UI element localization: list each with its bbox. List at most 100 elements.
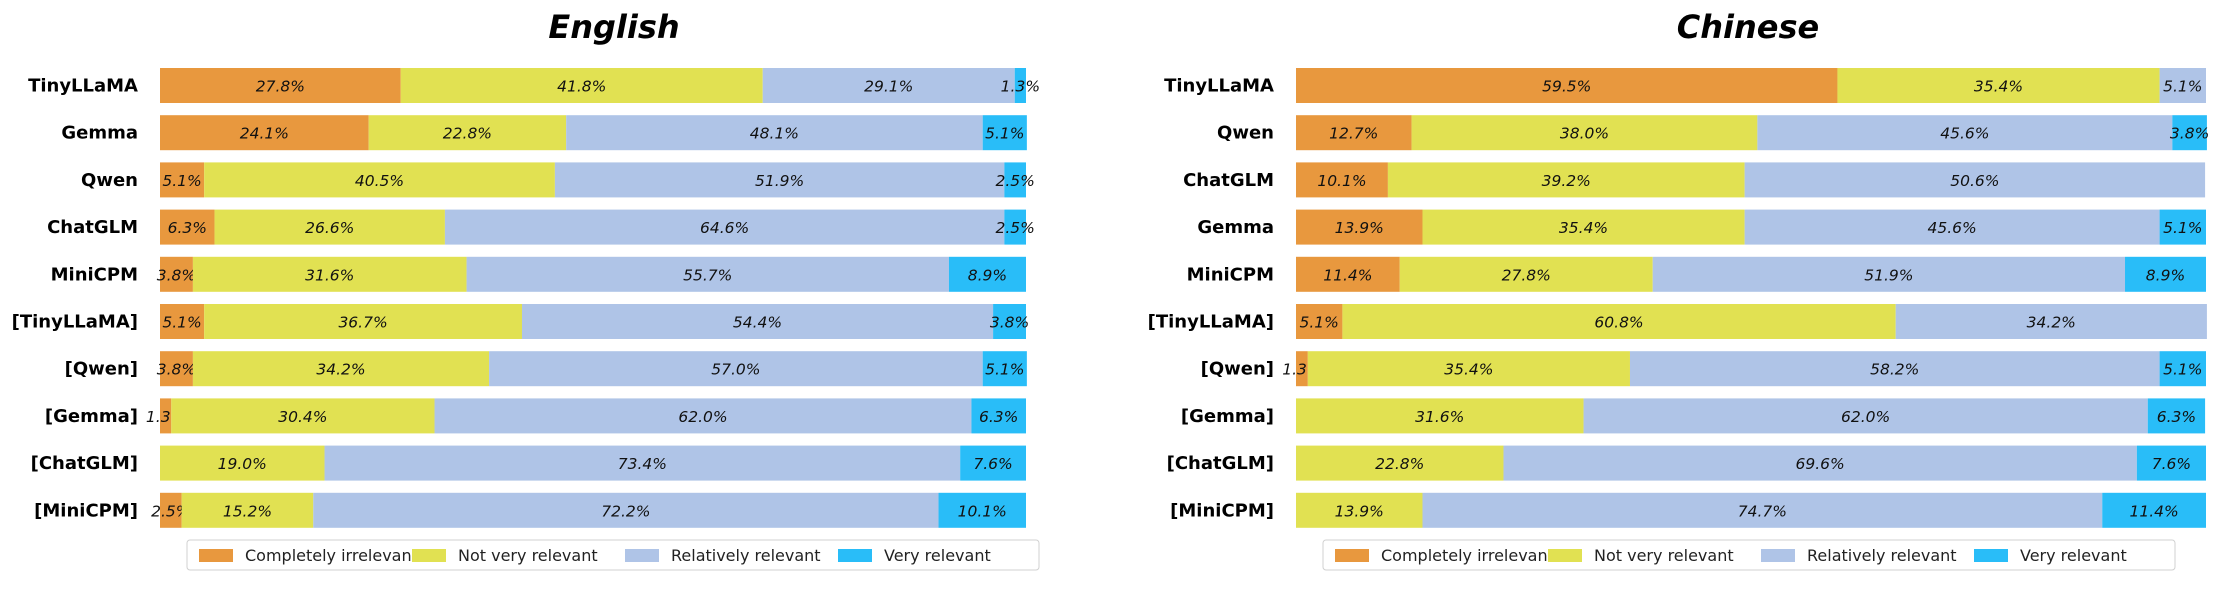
bar-segment — [160, 162, 205, 198]
data-label: 58.2% — [1870, 361, 1919, 379]
bar-segment — [1296, 115, 1412, 151]
category-label: [ChatGLM] — [1167, 453, 1274, 474]
data-label: 6.3% — [979, 408, 1018, 426]
category-label: Gemma — [1197, 217, 1274, 238]
legend-label: Very relevant — [2020, 546, 2127, 565]
data-label: 3.8% — [2170, 125, 2209, 143]
legend-label: Very relevant — [884, 546, 991, 565]
category-label: MiniCPM — [51, 264, 138, 285]
english-legend: Completely irrelevant Not very relevant Re… — [186, 539, 1040, 571]
bar-segment — [2159, 351, 2206, 387]
data-label: 72.2% — [601, 502, 650, 520]
legend-label: Not very relevant — [1594, 546, 1734, 565]
bar-segment — [1296, 209, 1423, 245]
legend-swatch — [1974, 549, 2008, 562]
data-label: 59.5% — [1542, 78, 1591, 96]
data-label: 62.0% — [1841, 408, 1890, 426]
category-label: Qwen — [81, 170, 138, 191]
bar-segment — [2159, 209, 2206, 245]
bar-segment — [2172, 115, 2207, 151]
bar-segment — [2102, 492, 2206, 528]
data-label: 29.1% — [864, 78, 913, 96]
data-label: 5.1% — [2163, 78, 2202, 96]
data-label: 7.6% — [2152, 455, 2191, 473]
bar-segment — [938, 492, 1026, 528]
data-label: 5.1% — [2163, 361, 2202, 379]
bar-segment — [313, 492, 939, 528]
data-label: 36.7% — [338, 314, 387, 332]
bar-segment — [368, 115, 567, 151]
bar-segment — [1296, 351, 1308, 387]
category-label: ChatGLM — [47, 217, 138, 238]
bar-segment — [1296, 398, 1584, 434]
data-label: 62.0% — [678, 408, 727, 426]
bar-segment — [566, 115, 983, 151]
category-label: [TinyLLaMA] — [12, 312, 138, 333]
category-label: [MiniCPM] — [34, 500, 138, 521]
bar-segment — [160, 304, 205, 339]
data-label: 39.2% — [1542, 172, 1591, 190]
data-label: 35.4% — [1444, 361, 1493, 379]
chinese-chart: Chinese TinyLLaMA 59.5% 35.4% 5.1% Qwen 12.7% 3… — [1148, 8, 2209, 571]
category-label: Gemma — [61, 123, 138, 144]
bar-segment — [160, 68, 401, 103]
bar-segment — [1744, 162, 2206, 198]
data-label: 6.3% — [2157, 408, 2196, 426]
data-label: 2.5% — [151, 502, 190, 520]
data-label: 64.6% — [700, 219, 749, 237]
data-label: 34.2% — [316, 361, 365, 379]
bar-segment — [171, 398, 435, 434]
data-label: 11.4% — [1323, 266, 1372, 284]
bar-segment — [1837, 68, 2160, 103]
bar-segment — [444, 209, 1005, 245]
bar-segment — [400, 68, 763, 103]
category-label: [ChatGLM] — [31, 453, 138, 474]
data-label: 34.2% — [2027, 314, 2076, 332]
bar-segment — [1411, 115, 1758, 151]
data-label: 31.6% — [1415, 408, 1464, 426]
bar-segment — [160, 209, 215, 245]
bar-segment — [181, 492, 314, 528]
legend-label: Not very relevant — [458, 546, 598, 565]
bar-segment — [2147, 398, 2206, 434]
category-label: ChatGLM — [1183, 170, 1274, 191]
bar-segment — [1342, 304, 1896, 339]
data-label: 6.3% — [168, 219, 207, 237]
legend-swatch — [199, 549, 233, 562]
bar-segment — [434, 398, 972, 434]
bar-segment — [2159, 68, 2206, 103]
legend-label: Completely irrelevant — [245, 546, 418, 565]
data-label: 15.2% — [223, 502, 272, 520]
bar-segment — [160, 351, 193, 387]
chinese-legend: Completely irrelevant Not very relevant Re… — [1322, 539, 2176, 571]
data-label: 50.6% — [1950, 172, 1999, 190]
bar-segment — [982, 115, 1027, 151]
bar-segment — [160, 256, 193, 292]
bar-segment — [971, 398, 1026, 434]
data-label: 51.9% — [1864, 266, 1913, 284]
bar-segment — [1422, 492, 2103, 528]
data-label: 51.9% — [755, 172, 804, 190]
bar-segment — [1296, 68, 1838, 103]
data-label: 8.9% — [2146, 266, 2185, 284]
bar-segment — [1399, 256, 1653, 292]
bar-segment — [993, 304, 1026, 339]
bar-segment — [1422, 209, 1745, 245]
legend-swatch — [625, 549, 659, 562]
data-label: 5.1% — [162, 172, 201, 190]
english-chart: English TinyLLaMA 27.8% 41.8% 29.1% 1.3% Gemma… — [12, 8, 1040, 571]
legend-label: Relatively relevant — [671, 546, 821, 565]
data-label: 3.8% — [990, 314, 1029, 332]
chinese-chart-title: Chinese — [1677, 8, 1819, 46]
data-label: 30.4% — [278, 408, 327, 426]
data-label: 2.5% — [995, 219, 1034, 237]
data-label: 10.1% — [958, 502, 1007, 520]
data-label: 60.8% — [1594, 314, 1643, 332]
data-label: 24.1% — [240, 125, 289, 143]
bar-segment — [982, 351, 1027, 387]
bar-segment — [160, 398, 172, 434]
bar-segment — [1296, 492, 1423, 528]
data-label: 19.0% — [218, 455, 267, 473]
